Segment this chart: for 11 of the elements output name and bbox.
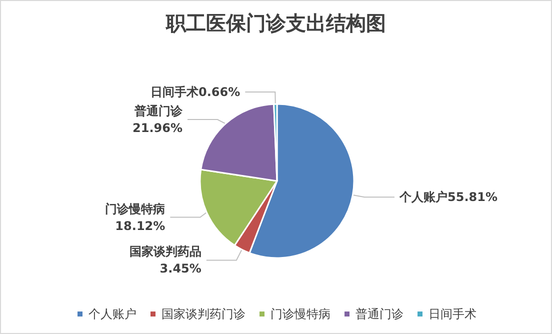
legend-label: 普通门诊	[356, 307, 404, 321]
legend-label: 日间手术	[428, 307, 476, 321]
legend-label: 个人账户	[88, 307, 136, 321]
legend-label: 国家谈判药门诊	[162, 307, 246, 321]
data-label: 国家谈判药品 3.45%	[129, 244, 202, 276]
data-label: 个人账户55.81%	[398, 190, 498, 204]
chart-title: 职工医保门诊支出结构图	[165, 12, 386, 35]
legend-label: 门诊慢特病	[270, 307, 330, 321]
data-label: 门诊慢特病 18.12%	[105, 202, 166, 233]
data-label: 日间手术0.66%	[150, 85, 240, 100]
data-label: 普通门诊 21.96%	[132, 104, 184, 136]
